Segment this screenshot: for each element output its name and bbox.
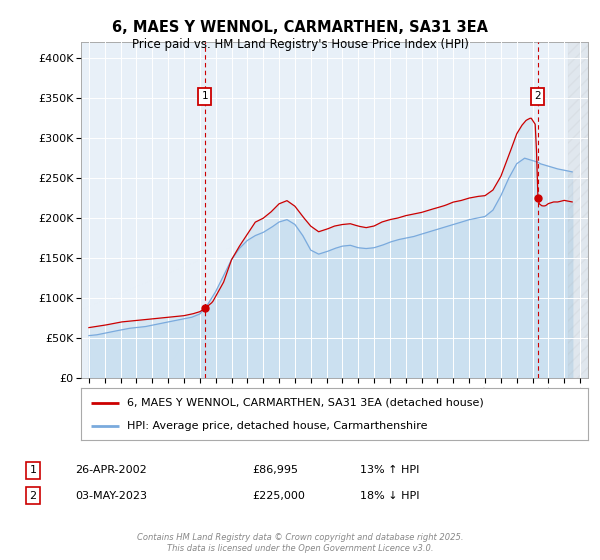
Text: 26-APR-2002: 26-APR-2002	[75, 465, 147, 475]
Text: 1: 1	[29, 465, 37, 475]
Text: 13% ↑ HPI: 13% ↑ HPI	[360, 465, 419, 475]
Text: 2: 2	[535, 91, 541, 101]
Text: 6, MAES Y WENNOL, CARMARTHEN, SA31 3EA (detached house): 6, MAES Y WENNOL, CARMARTHEN, SA31 3EA (…	[127, 398, 484, 408]
Text: £86,995: £86,995	[252, 465, 298, 475]
Text: 1: 1	[202, 91, 208, 101]
Text: 2: 2	[29, 491, 37, 501]
Text: 6, MAES Y WENNOL, CARMARTHEN, SA31 3EA: 6, MAES Y WENNOL, CARMARTHEN, SA31 3EA	[112, 20, 488, 35]
Bar	[568, 42, 588, 378]
Text: 03-MAY-2023: 03-MAY-2023	[75, 491, 147, 501]
Text: Price paid vs. HM Land Registry's House Price Index (HPI): Price paid vs. HM Land Registry's House …	[131, 38, 469, 50]
Text: £225,000: £225,000	[252, 491, 305, 501]
Text: Contains HM Land Registry data © Crown copyright and database right 2025.
This d: Contains HM Land Registry data © Crown c…	[137, 533, 463, 553]
Text: 18% ↓ HPI: 18% ↓ HPI	[360, 491, 419, 501]
Text: HPI: Average price, detached house, Carmarthenshire: HPI: Average price, detached house, Carm…	[127, 421, 427, 431]
